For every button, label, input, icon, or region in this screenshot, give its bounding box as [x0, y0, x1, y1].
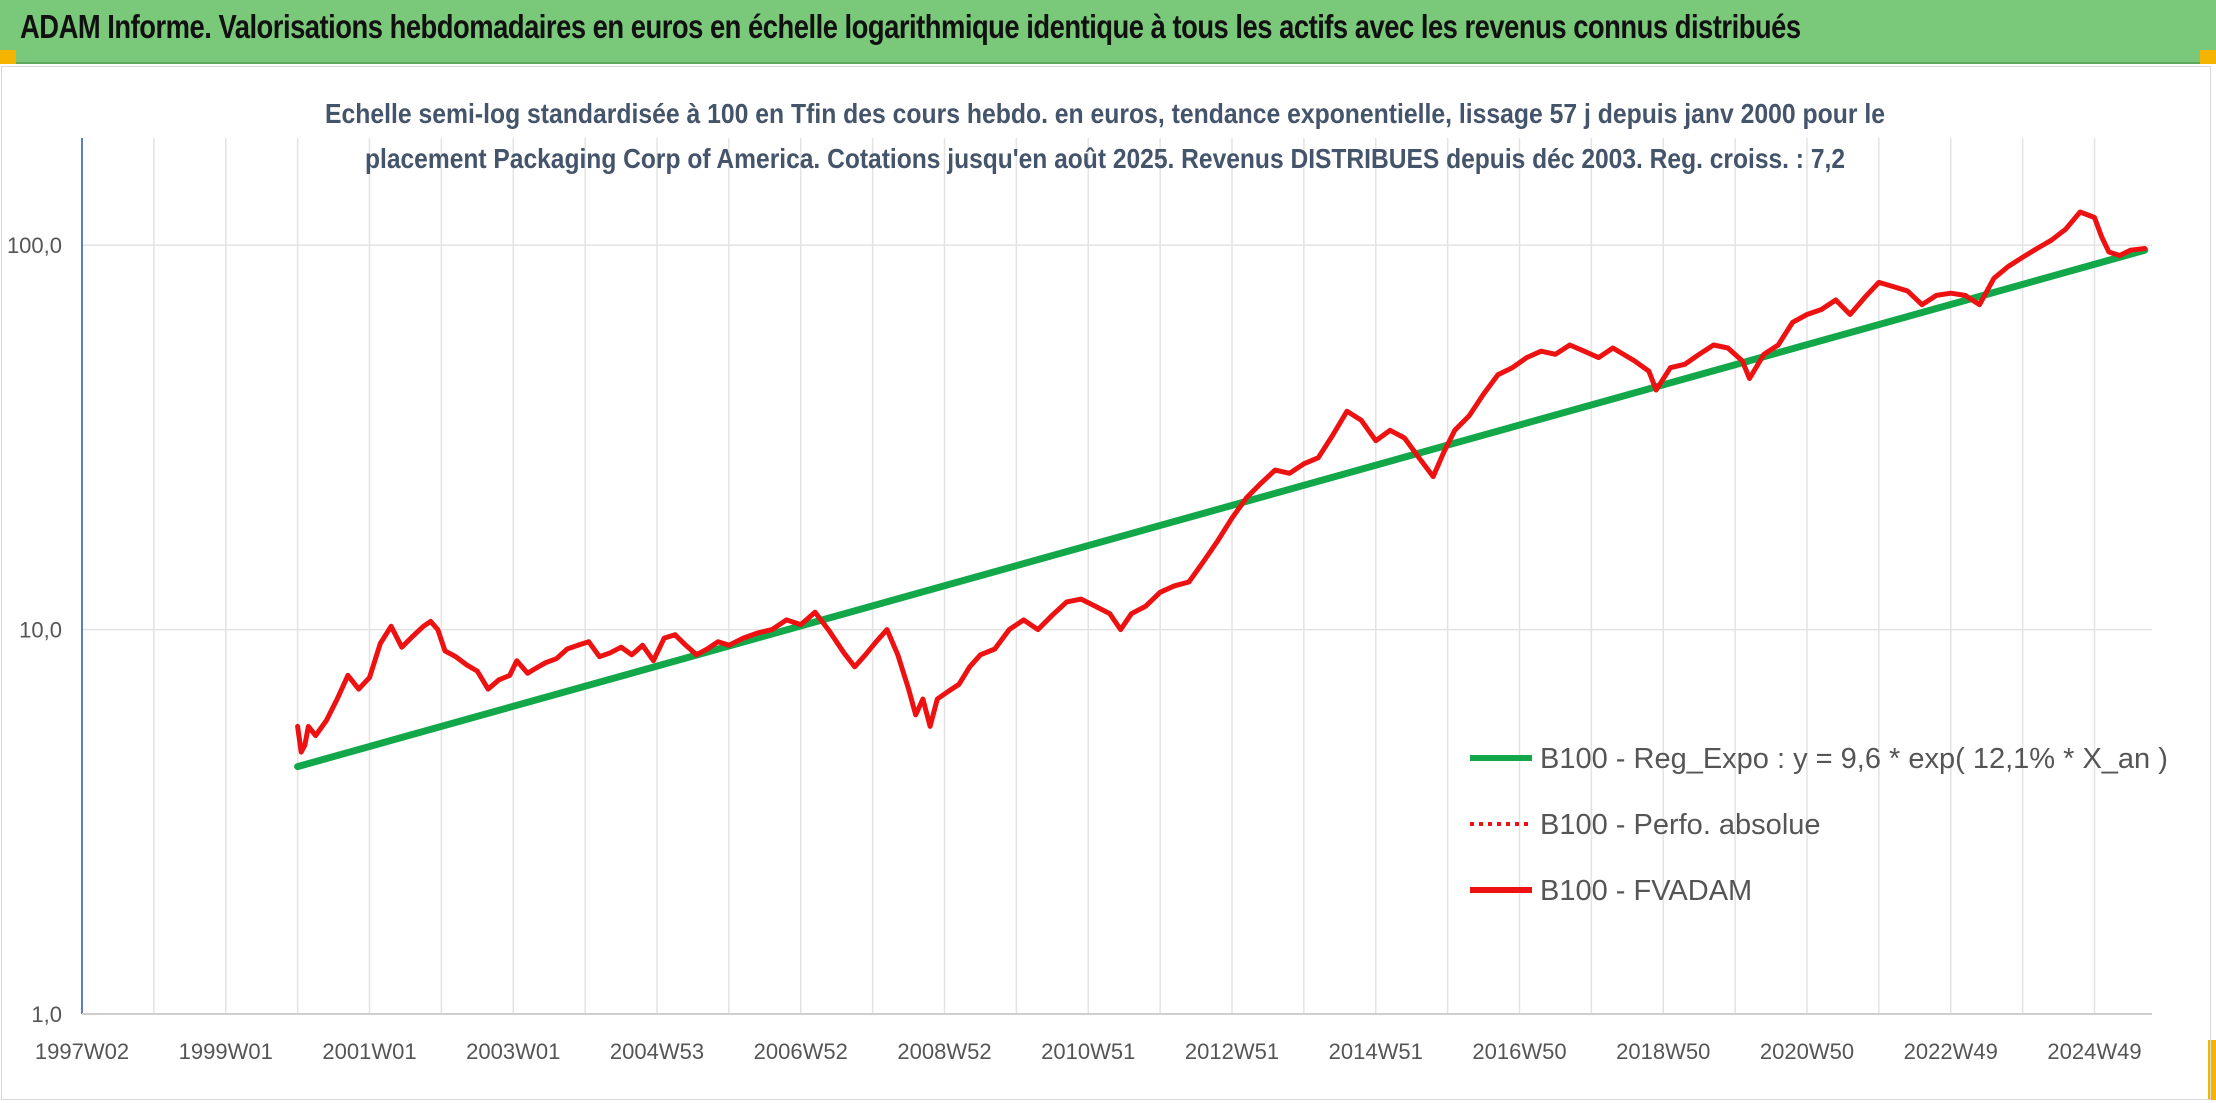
x-tick-label: 2016W50: [1472, 1039, 1566, 1064]
x-tick-label: 2010W51: [1041, 1039, 1135, 1064]
banner-title: ADAM Informe. Valorisations hebdomadaire…: [20, 8, 1801, 45]
chart-title-line-2: placement Packaging Corp of America. Cot…: [365, 143, 1845, 174]
x-tick-label: 2012W51: [1185, 1039, 1279, 1064]
report-banner: ADAM Informe. Valorisations hebdomadaire…: [0, 0, 2216, 64]
grid-lines: [81, 138, 2152, 1015]
x-tick-label: 2006W52: [754, 1039, 848, 1064]
chart-title: Echelle semi-log standardisée à 100 en T…: [325, 98, 1885, 174]
corner-marker-left: [0, 50, 16, 64]
x-tick-label: 2004W53: [610, 1039, 704, 1064]
x-tick-label: 1997W02: [35, 1039, 129, 1064]
x-tick-label: 2008W52: [897, 1039, 991, 1064]
series-line-fvadam: [295, 209, 2148, 755]
corner-marker-bottom-right: [2208, 1040, 2216, 1100]
x-tick-label: 2024W49: [2047, 1039, 2141, 1064]
x-tick-label: 2020W50: [1760, 1039, 1854, 1064]
series: [294, 209, 2149, 771]
x-tick-label: 1999W01: [179, 1039, 273, 1064]
x-tick-label: 2001W01: [322, 1039, 416, 1064]
legend-label: B100 - Reg_Expo : y = 9,6 * exp( 12,1% *…: [1540, 743, 2168, 775]
legend-label: B100 - FVADAM: [1540, 875, 1752, 907]
x-tick-label: 2018W50: [1616, 1039, 1710, 1064]
legend: B100 - Reg_Expo : y = 9,6 * exp( 12,1% *…: [1470, 743, 2168, 907]
axes: 1,0 10,0 100,0 1997W02 1999W01 2001W01 2003W01…: [7, 138, 2152, 1064]
y-tick-label: 1,0: [31, 1002, 62, 1027]
chart-title-line-1: Echelle semi-log standardisée à 100 en T…: [325, 98, 1885, 129]
series-line-trend: [294, 246, 2149, 771]
y-tick-label: 100,0: [7, 233, 62, 258]
corner-marker-right: [2200, 50, 2216, 64]
y-tick-label: 10,0: [19, 618, 62, 643]
x-tick-label: 2022W49: [1904, 1039, 1998, 1064]
chart-frame: [1, 66, 2211, 1100]
x-tick-label: 2014W51: [1329, 1039, 1423, 1064]
legend-label: B100 - Perfo. absolue: [1540, 809, 1821, 841]
x-tick-label: 2003W01: [466, 1039, 560, 1064]
